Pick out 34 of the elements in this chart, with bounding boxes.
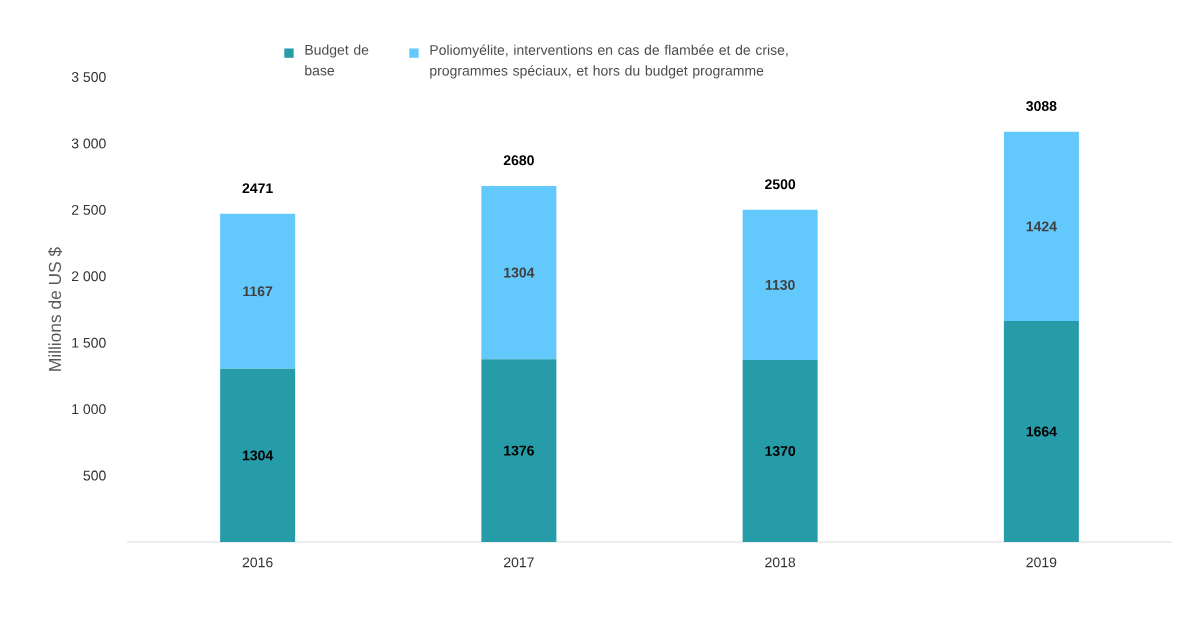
x-tick-label: 2019	[1026, 557, 1057, 568]
data-label: 1376	[504, 445, 534, 456]
y-tick-label: 1 500	[72, 337, 106, 348]
x-tick-label: 2018	[765, 557, 796, 568]
y-tick-label: 3 500	[71, 72, 106, 82]
x-tick-label: 2016	[242, 557, 273, 568]
bar	[220, 368, 296, 542]
bar	[742, 359, 818, 542]
y-tick-label: 3 000	[71, 138, 106, 149]
bar	[481, 359, 557, 542]
data-label: 1304	[504, 267, 535, 278]
bar	[220, 213, 296, 369]
legend-label: Poliomyélite, interventions en cas de flambée et de crise, programmes spéciaux, et hors du budget programme	[430, 44, 788, 79]
data-label: 1167	[243, 286, 273, 297]
data-label: 1664	[1026, 426, 1057, 437]
y-tick-label: 1 000	[72, 404, 106, 415]
bar	[1003, 131, 1079, 321]
bar	[742, 209, 818, 360]
data-label: 1424	[1026, 221, 1057, 232]
y-tick-label: 2 000	[71, 271, 106, 282]
total-label: 2471	[242, 183, 273, 193]
x-tick-label: 2017	[504, 557, 534, 568]
y-tick-label: 500	[83, 470, 106, 481]
y-axis-title: Millions de US $	[48, 247, 63, 371]
data-label: 1370	[765, 446, 796, 456]
data-label: 1130	[765, 279, 795, 290]
legend-label: Budget de base	[305, 44, 369, 76]
total-label: 3088	[1026, 101, 1057, 112]
total-label: 2680	[503, 155, 534, 166]
y-tick-label: 2 500	[71, 204, 106, 215]
data-label: 1304	[242, 450, 274, 461]
bar	[481, 185, 557, 360]
bar	[1003, 320, 1079, 542]
total-label: 2500	[765, 179, 796, 190]
